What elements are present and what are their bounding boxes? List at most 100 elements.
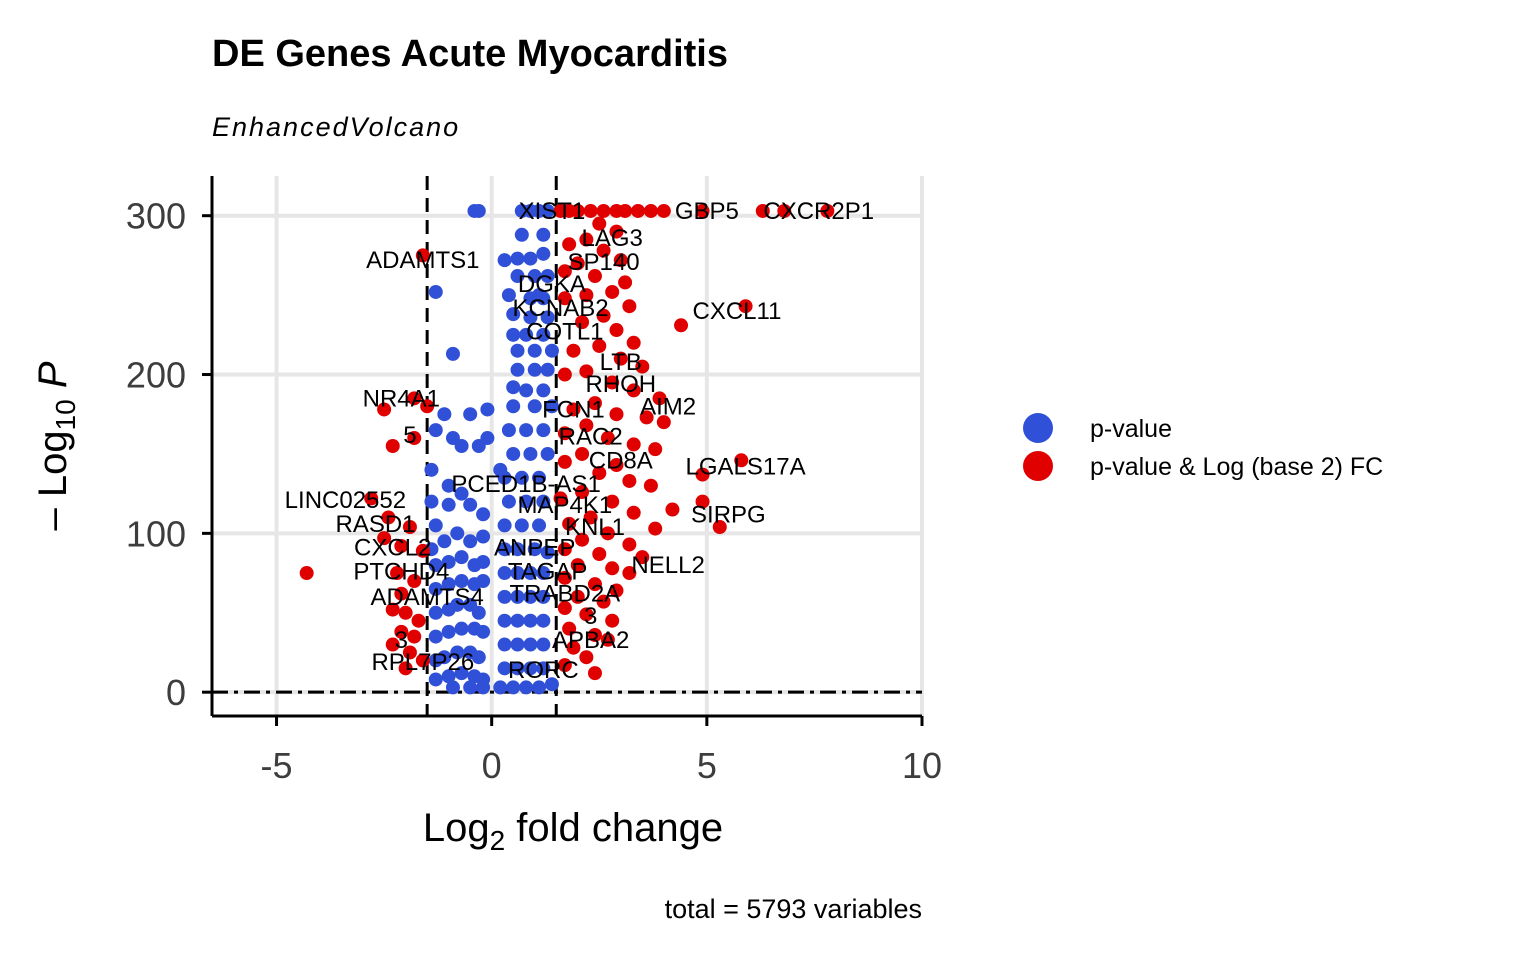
legend-swatch-both — [1023, 451, 1053, 481]
point-pvalue-7 — [536, 227, 551, 242]
y-tick-label-0: 0 — [166, 672, 186, 713]
point-pvalue-82 — [441, 577, 456, 592]
point-pvalue-21 — [506, 327, 521, 342]
point-both-19 — [613, 253, 628, 268]
point-both-62 — [553, 491, 568, 506]
point-pvalue-109 — [437, 650, 452, 665]
point-both-74 — [557, 542, 572, 557]
point-both-106 — [415, 543, 430, 558]
point-pvalue-73 — [441, 554, 456, 569]
point-pvalue-61 — [501, 494, 516, 509]
point-pvalue-100 — [441, 624, 456, 639]
point-pvalue-123 — [510, 661, 525, 676]
point-both-108 — [390, 566, 405, 581]
chart-title: DE Genes Acute Myocarditis — [212, 33, 728, 75]
gene-label-21: MAP4K1 — [517, 492, 612, 519]
point-pvalue-26 — [544, 343, 559, 358]
point-both-31 — [575, 315, 590, 330]
point-both-104 — [377, 531, 392, 546]
point-pvalue-56 — [424, 494, 439, 509]
point-pvalue-71 — [532, 518, 547, 533]
point-pvalue-41 — [501, 423, 516, 438]
point-both-28 — [738, 299, 753, 314]
x-tick-label-1: 0 — [482, 745, 502, 786]
gene-label-30: ADAMTS4 — [370, 584, 483, 611]
point-both-35 — [566, 343, 581, 358]
point-both-115 — [407, 629, 422, 644]
point-both-53 — [575, 446, 590, 461]
point-pvalue-60 — [476, 507, 491, 522]
gene-label-32: 3 — [584, 603, 597, 630]
point-both-105 — [394, 539, 409, 554]
point-both-6 — [631, 203, 645, 218]
gene-label-9: COTL1 — [526, 319, 603, 346]
point-both-96 — [377, 402, 392, 417]
point-pvalue-86 — [497, 566, 512, 581]
point-pvalue-104 — [497, 613, 512, 628]
point-pvalue-128 — [476, 680, 491, 695]
point-both-80 — [557, 570, 572, 585]
point-both-27 — [622, 299, 637, 314]
gene-label-29: TAGAP — [508, 558, 588, 585]
point-both-110 — [394, 586, 409, 601]
gene-label-19: PCED1B-AS1 — [451, 471, 600, 498]
point-both-117 — [402, 645, 417, 660]
point-pvalue-42 — [519, 423, 534, 438]
point-pvalue-124 — [523, 661, 538, 676]
point-both-36 — [613, 351, 628, 366]
gene-label-33: APBA2 — [552, 627, 629, 654]
point-pvalue-133 — [544, 677, 559, 692]
point-pvalue-97 — [523, 589, 538, 604]
point-pvalue-43 — [536, 423, 551, 438]
point-both-69 — [562, 516, 577, 531]
point-both-63 — [605, 494, 620, 509]
point-pvalue-28 — [510, 362, 525, 377]
point-both-1 — [777, 203, 792, 218]
point-pvalue-51 — [441, 478, 456, 493]
point-both-46 — [639, 410, 654, 425]
point-pvalue-23 — [536, 327, 551, 342]
point-both-16 — [579, 232, 594, 247]
point-both-109 — [407, 574, 422, 588]
y-axis-title: – Log10 P — [31, 361, 81, 530]
gene-label-22: SIRPG — [691, 501, 766, 528]
gene-label-1: GBP5 — [675, 198, 739, 225]
point-both-78 — [605, 561, 620, 576]
legend-swatch-pvalue — [1023, 413, 1053, 443]
legend: p-value p-value & Log (base 2) FC — [1023, 413, 1383, 481]
point-both-34 — [592, 338, 607, 353]
point-both-55 — [609, 458, 624, 473]
point-pvalue-58 — [441, 497, 456, 512]
point-both-45 — [609, 407, 624, 422]
point-both-90 — [600, 632, 615, 647]
point-both-48 — [579, 418, 594, 433]
point-both-60 — [643, 478, 658, 493]
point-both-52 — [648, 442, 663, 457]
point-both-30 — [596, 308, 611, 323]
point-both-70 — [648, 521, 663, 536]
point-pvalue-9 — [523, 251, 538, 266]
gene-label-7: KCNAB2 — [513, 295, 609, 322]
point-pvalue-132 — [532, 680, 547, 695]
point-pvalue-134 — [424, 462, 439, 477]
point-pvalue-77 — [497, 542, 512, 557]
point-both-81 — [587, 577, 602, 592]
point-pvalue-70 — [514, 518, 529, 533]
y-tick-label-2: 200 — [126, 355, 186, 396]
y-tick-label-1: 100 — [126, 513, 186, 554]
point-pvalue-48 — [506, 446, 521, 461]
gene-label-12: NR4A1 — [363, 385, 440, 412]
point-pvalue-98 — [536, 589, 551, 604]
point-both-47 — [656, 415, 671, 430]
axes — [202, 176, 924, 726]
point-pvalue-107 — [536, 613, 551, 628]
point-both-58 — [592, 466, 607, 480]
point-pvalue-72 — [428, 558, 443, 573]
point-pvalue-54 — [514, 470, 529, 485]
point-both-82 — [609, 583, 624, 598]
gene-label-8: CXCL11 — [693, 298, 782, 325]
point-pvalue-59 — [463, 497, 478, 512]
gene-label-28: PTCHD4 — [353, 558, 449, 585]
point-pvalue-105 — [510, 613, 525, 628]
